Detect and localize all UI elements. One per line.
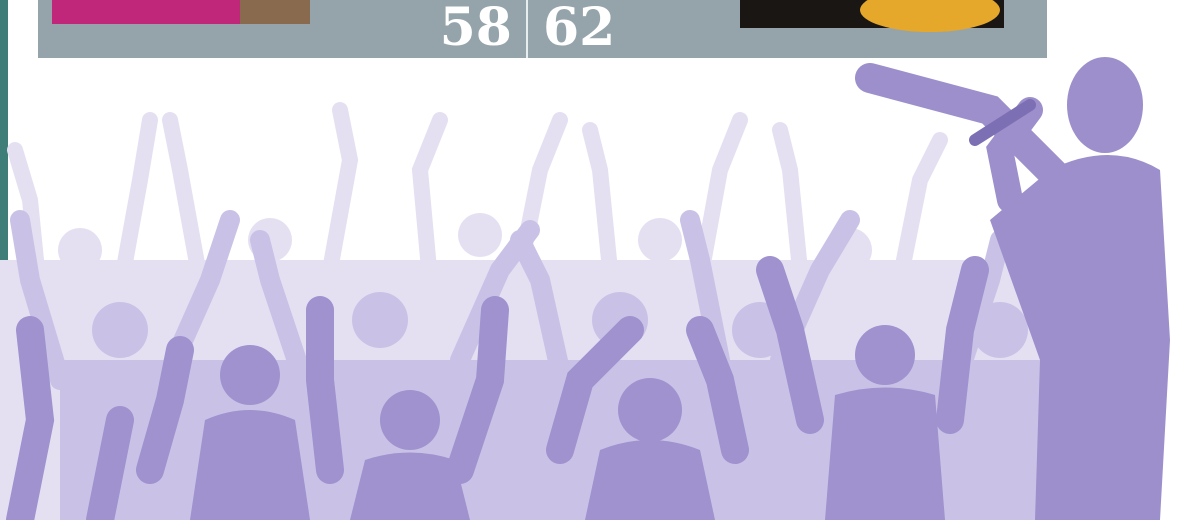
spread: 58 62 bbox=[0, 0, 1191, 520]
page-number: 58 bbox=[440, 0, 512, 56]
page: 58 62 (() => { const data = JSON.parse(d… bbox=[0, 0, 1191, 520]
page-number: 62 bbox=[543, 0, 615, 56]
photo-detail bbox=[240, 0, 310, 24]
artwork bbox=[0, 0, 1191, 520]
